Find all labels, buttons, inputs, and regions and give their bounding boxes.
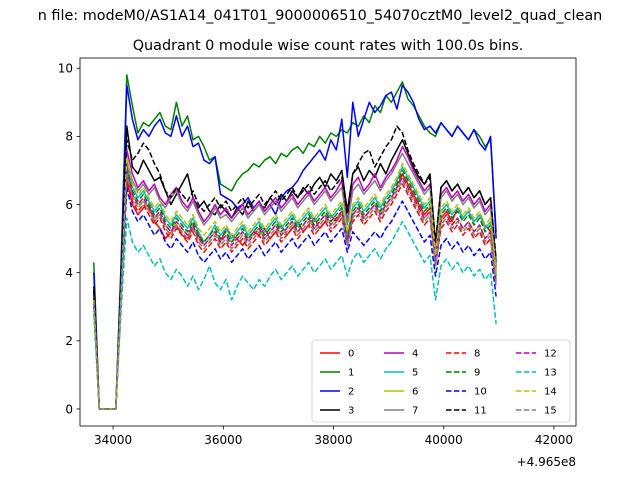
legend-label-14: 14 [544, 387, 557, 398]
series-line-3 [93, 125, 497, 410]
legend-label-5: 5 [412, 368, 418, 379]
legend-label-12: 12 [544, 349, 557, 360]
y-tick-label: 0 [65, 402, 73, 416]
x-tick-label: 42000 [535, 433, 573, 447]
series-line-12 [93, 169, 497, 410]
x-tick-label: 40000 [425, 433, 463, 447]
series-line-13 [93, 217, 497, 410]
y-tick-label: 2 [65, 334, 73, 348]
series-line-2 [93, 84, 497, 410]
series-layer [93, 74, 497, 410]
legend-label-13: 13 [544, 368, 557, 379]
legend-label-3: 3 [348, 406, 354, 417]
series-line-15 [93, 173, 497, 410]
legend-label-2: 2 [348, 387, 354, 398]
axes-frame [79, 57, 577, 427]
legend-label-10: 10 [474, 387, 487, 398]
y-tick-label: 6 [65, 198, 73, 212]
series-line-11 [93, 125, 497, 410]
chart-title: Quadrant 0 module wise count rates with … [133, 38, 524, 54]
legend-label-4: 4 [412, 349, 418, 360]
series-line-10 [93, 186, 497, 410]
series-line-1 [93, 74, 497, 410]
legend-label-9: 9 [474, 368, 480, 379]
y-axis: 0 2 4 6 8 10 [58, 62, 80, 416]
series-line-4 [93, 145, 497, 410]
x-tick-label: 34000 [94, 433, 132, 447]
legend-label-15: 15 [544, 406, 557, 417]
y-tick-label: 4 [65, 266, 73, 280]
y-tick-label: 10 [58, 62, 73, 76]
legend-label-1: 1 [348, 368, 354, 379]
figure-suptitle: n file: modeM0/AS1A14_041T01_9000006510_… [38, 8, 603, 24]
legend-label-11: 11 [474, 406, 487, 417]
series-line-8 [93, 176, 497, 410]
legend-box [311, 339, 571, 423]
legend-label-6: 6 [412, 387, 418, 398]
series-line-14 [93, 156, 497, 410]
series-line-9 [93, 166, 497, 410]
legend-label-0: 0 [348, 349, 354, 360]
legend-label-8: 8 [474, 349, 480, 360]
x-tick-label: 36000 [204, 433, 242, 447]
x-axis: 34000 36000 38000 40000 42000 [94, 426, 573, 447]
x-tick-label: 38000 [314, 433, 352, 447]
legend-label-7: 7 [412, 406, 418, 417]
x-axis-offset-label: +4.965e8 [517, 455, 576, 469]
series-line-5 [93, 162, 497, 410]
y-tick-label: 8 [65, 130, 73, 144]
